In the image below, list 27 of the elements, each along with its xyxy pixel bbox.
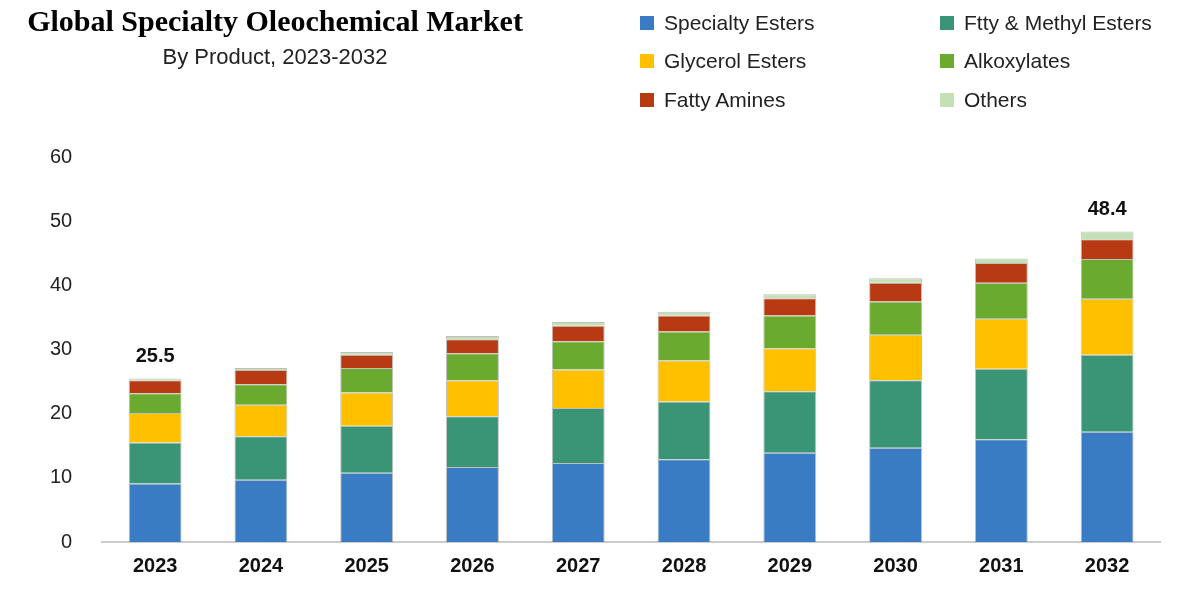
x-tick-label: 2030 [873,553,918,576]
y-tick-label: 0 [61,529,73,552]
x-tick-label: 2024 [238,553,285,576]
x-tick-label: 2026 [450,553,495,576]
x-tick-label: 2031 [979,553,1024,576]
legend-label: Specialty Esters [664,11,815,36]
legend-label: Glycerol Esters [664,49,807,74]
legend-label: Fatty Amines [664,87,786,112]
y-tick-label: 30 [50,337,73,360]
chart-title: Global Specialty Oleochemical Market [26,4,524,38]
x-tick-label: 2025 [344,553,389,576]
total-label: 48.4 [1087,196,1128,219]
x-tick-label: 2023 [132,553,178,576]
x-tick-label: 2029 [767,553,813,576]
x-tick-label: 2032 [1084,553,1130,576]
y-tick-label: 60 [50,144,73,167]
x-tick-label: 2027 [555,553,601,576]
y-tick-label: 20 [50,401,73,424]
legend-label: Ftty & Methyl Esters [964,11,1152,36]
chart-subtitle: By Product, 2023-2032 [161,44,389,70]
y-tick-label: 50 [50,208,73,231]
x-tick-label: 2028 [661,553,707,576]
total-label: 25.5 [135,343,175,366]
legend-label: Alkoxylates [964,49,1071,74]
legend-label: Others [964,87,1028,112]
y-tick-label: 10 [50,465,73,488]
y-tick-label: 40 [50,272,73,295]
